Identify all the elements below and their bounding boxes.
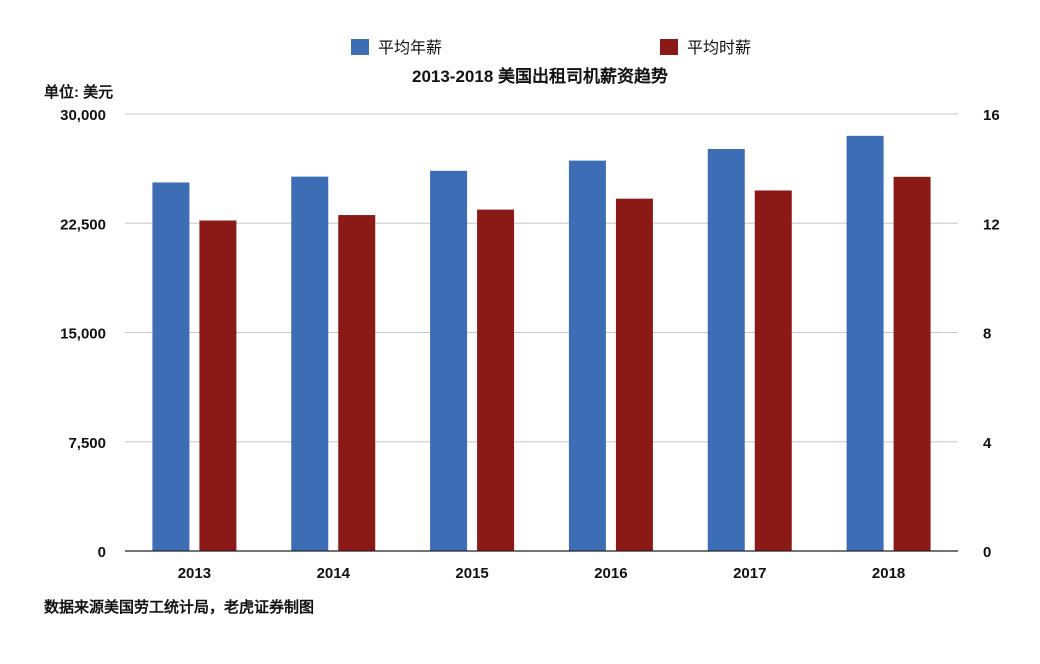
bar-annual-salary (291, 176, 329, 552)
y-left-tick-label: 0 (98, 544, 106, 561)
y-right-tick-label: 12 (983, 216, 1000, 233)
y-axis-right-ticks: 0 4 8 12 16 (983, 107, 1000, 561)
bar-hourly-wage (893, 176, 931, 551)
bars (152, 135, 931, 552)
y-left-tick-label: 15,000 (60, 326, 106, 343)
x-axis-ticks: 2013 2014 2015 2016 2017 2018 (178, 565, 906, 582)
y-left-tick-label: 22,500 (60, 216, 106, 233)
bar-annual-salary (846, 135, 884, 551)
x-tick-label: 2014 (317, 565, 351, 582)
chart-title: 2013-2018 美国出租司机薪资趋势 (412, 66, 668, 86)
x-tick-label: 2016 (594, 565, 627, 582)
legend: 平均年薪 平均时薪 (351, 39, 751, 57)
x-tick-label: 2013 (178, 565, 211, 582)
bar-annual-salary (707, 148, 745, 551)
y-axis-left-ticks: 0 7,500 15,000 22,500 30,000 (60, 107, 106, 561)
y-right-tick-label: 0 (983, 544, 991, 561)
x-tick-label: 2017 (733, 565, 766, 582)
bar-annual-salary (568, 160, 606, 551)
x-tick-label: 2018 (872, 565, 905, 582)
bar-annual-salary (152, 182, 190, 552)
bar-hourly-wage (338, 215, 376, 551)
source-note: 数据来源美国劳工统计局，老虎证券制图 (44, 598, 314, 616)
bar-annual-salary (430, 170, 468, 551)
bar-hourly-wage (615, 198, 653, 551)
legend-swatch-hourly-wage (660, 39, 678, 55)
bar-hourly-wage (199, 220, 237, 552)
y-right-tick-label: 8 (983, 326, 991, 343)
y-left-tick-label: 7,500 (68, 435, 106, 452)
y-left-tick-label: 30,000 (60, 107, 106, 124)
legend-label-hourly-wage: 平均时薪 (687, 39, 751, 57)
bar-hourly-wage (754, 190, 792, 551)
x-tick-label: 2015 (455, 565, 488, 582)
gridlines (125, 113, 958, 443)
legend-swatch-annual-salary (351, 39, 369, 55)
y-right-tick-label: 16 (983, 107, 1000, 124)
legend-label-annual-salary: 平均年薪 (378, 39, 442, 57)
y-right-tick-label: 4 (983, 435, 992, 452)
unit-label: 单位: 美元 (44, 83, 113, 101)
bar-hourly-wage (477, 209, 515, 551)
